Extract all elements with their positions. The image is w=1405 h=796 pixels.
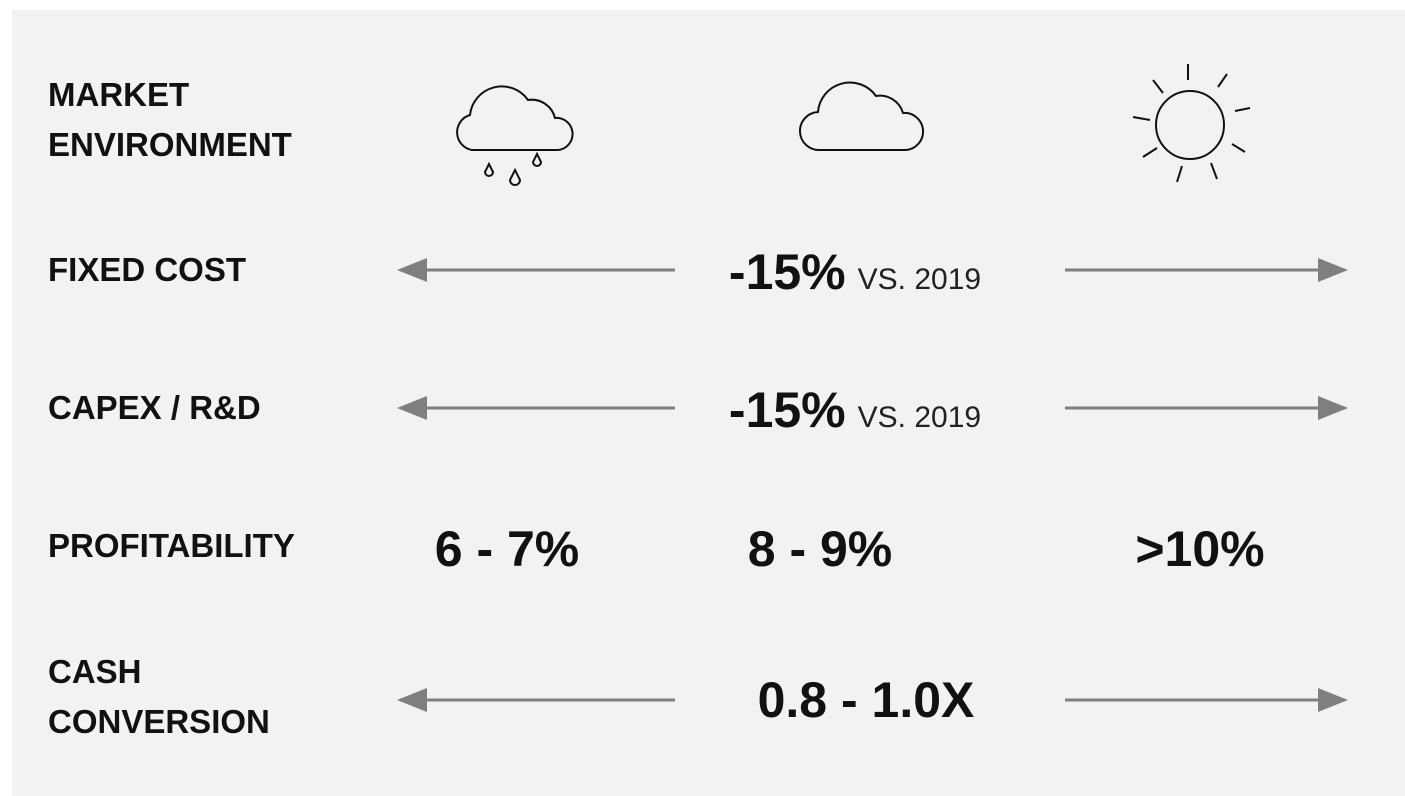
cloud-icon [798,81,925,152]
rain-icon [456,85,574,186]
value: 8 - 9% [747,521,893,577]
row-label: CASH CONVERSION [48,653,270,740]
panel [12,10,1405,796]
note: VS. 2019 [857,401,982,434]
note: VS. 2019 [857,263,982,296]
value: -15% [728,244,846,300]
value: 6 - 7% [434,521,580,577]
value-group: -15% VS. 2019 [729,381,981,439]
value: >10% [1135,521,1265,577]
value-group: -15% VS. 2019 [729,243,981,301]
arrows [397,258,1348,712]
sun-icon [1132,64,1251,183]
row-label: MARKET ENVIRONMENT [48,76,292,163]
value: -15% [728,382,846,438]
row-label: FIXED COST [48,251,247,288]
value: 0.8 - 1.0X [757,672,975,728]
row-label: PROFITABILITY [48,527,295,564]
row-label: CAPEX / R&D [48,389,261,426]
